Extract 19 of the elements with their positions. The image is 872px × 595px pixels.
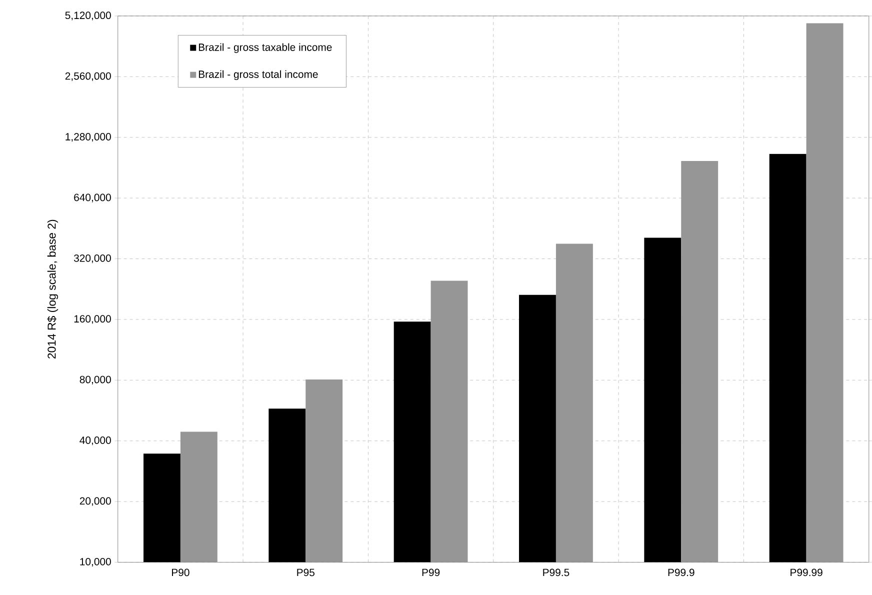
- y-tick-label: 1,280,000: [66, 132, 111, 142]
- y-tick-label: 320,000: [74, 254, 111, 263]
- x-tick-label: P99.5: [543, 568, 570, 576]
- y-axis-title: 2014 R$ (log scale, base 2): [47, 220, 58, 358]
- y-tick-label: 2,560,000: [65, 72, 111, 81]
- y-tick-label: 160,000: [74, 315, 111, 324]
- y-tick-label: 20,000: [80, 497, 111, 506]
- x-tick-label: P99.99: [790, 568, 822, 576]
- legend-label: Brazil - gross total income: [198, 70, 318, 80]
- y-tick-label: 10,000: [80, 558, 111, 566]
- y-tick-label: 40,000: [80, 436, 111, 446]
- y-tick-label: 5,120,000: [65, 12, 111, 20]
- y-tick-label: 640,000: [74, 194, 111, 202]
- x-tick-label: P99.9: [668, 568, 694, 576]
- x-tick-label: P95: [297, 568, 314, 576]
- legend-label: Brazil - gross taxable income: [198, 43, 332, 53]
- y-tick-label: 80,000: [80, 376, 111, 384]
- x-tick-label: P99: [422, 568, 440, 576]
- x-tick-label: P90: [172, 568, 190, 576]
